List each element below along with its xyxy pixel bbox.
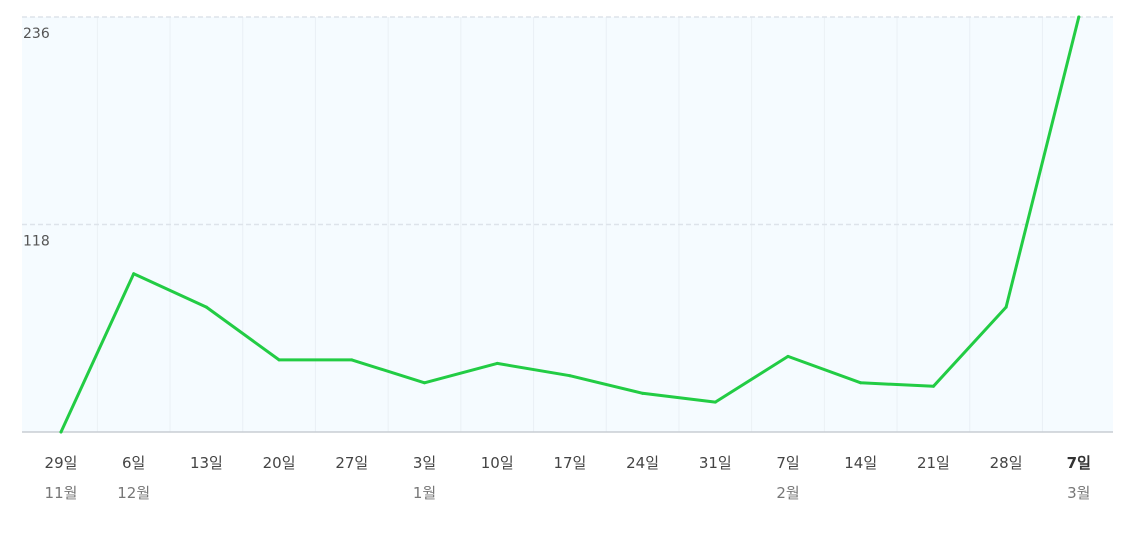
data-point [568,374,572,378]
x-tick-day-label: 3일 [413,454,436,472]
x-tick-day-label: 17일 [553,454,586,472]
x-tick-month-label: 12월 [117,484,150,502]
x-tick-day-label: 6일 [122,454,145,472]
data-point [423,381,426,385]
data-point [277,358,281,362]
y-tick-label: 118 [23,234,50,250]
x-axis-labels: 29일 11월 6일 12월 13일 20일 27일 3일 1월 10일 17일 24일 31일 7일 2월… [45,454,1091,502]
x-tick-month-label: 1월 [413,484,436,502]
data-point [350,358,354,362]
data-point [204,305,208,309]
data-point [786,354,790,358]
data-point [495,361,499,365]
x-tick-day-label: 7일 [776,454,799,472]
series-layer [59,15,1081,434]
x-tick-day-label: 24일 [626,454,659,472]
x-tick-day-label: 14일 [844,454,877,472]
data-point [59,430,63,434]
x-tick-day-label: 29일 [45,454,78,472]
x-tick-day-label: 27일 [335,454,368,472]
data-point [641,391,645,395]
x-tick-day-label: 31일 [699,454,732,472]
y-tick-label: 236 [23,26,50,42]
x-tick-day-label: 13일 [190,454,223,472]
x-tick-day-label: 10일 [481,454,514,472]
data-point [859,381,863,385]
x-tick-day-label: 21일 [917,454,950,472]
data-point [713,400,717,404]
x-tick-day-label: 28일 [990,454,1023,472]
data-point [1077,15,1081,19]
x-tick-day-label: 20일 [263,454,296,472]
x-tick-month-label: 3월 [1067,484,1090,502]
y-axis-labels: 118 236 [23,26,50,250]
data-point [132,272,136,276]
data-point [931,384,935,388]
data-point [1004,305,1008,309]
x-tick-day-label: 7일 [1067,454,1091,472]
x-tick-month-label: 2월 [776,484,799,502]
x-tick-month-label: 11월 [45,484,78,502]
horizontal-gridlines [22,16,1113,226]
